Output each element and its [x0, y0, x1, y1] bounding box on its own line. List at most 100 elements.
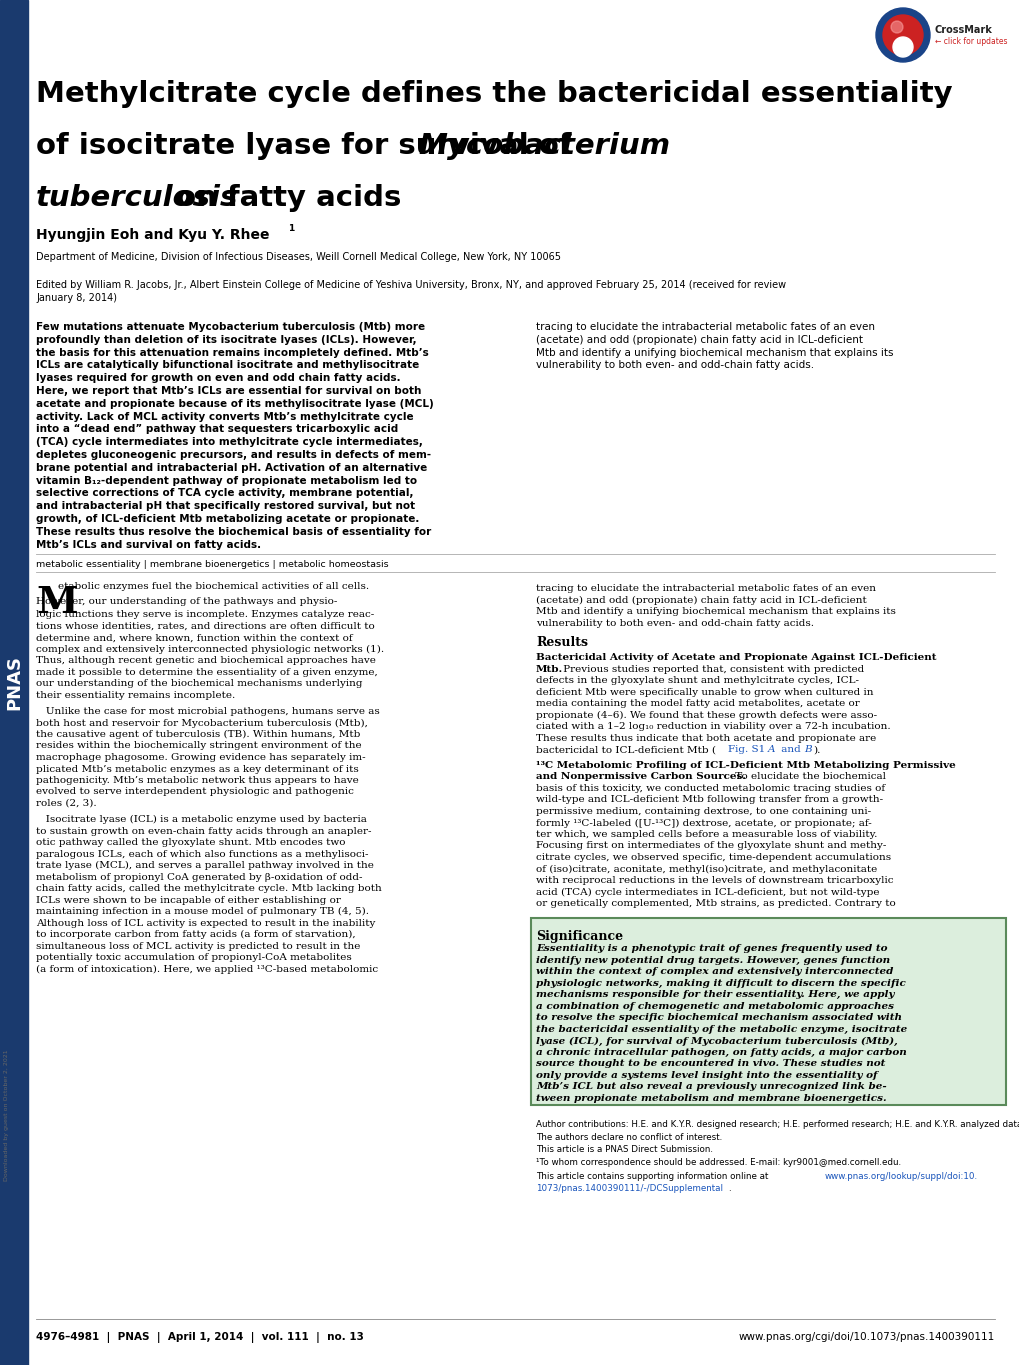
Text: vulnerability to both even- and odd-chain fatty acids.: vulnerability to both even- and odd-chai…	[535, 360, 813, 370]
Text: tuberculosis: tuberculosis	[36, 184, 238, 212]
Text: ¹To whom correspondence should be addressed. E-mail: kyr9001@med.cornell.edu.: ¹To whom correspondence should be addres…	[535, 1159, 900, 1167]
Text: Fig. S1: Fig. S1	[728, 745, 767, 755]
Text: mechanisms responsible for their essentiality. Here, we apply: mechanisms responsible for their essenti…	[535, 991, 894, 999]
Text: This article is a PNAS Direct Submission.: This article is a PNAS Direct Submission…	[535, 1145, 712, 1155]
Text: B: B	[803, 745, 811, 755]
Text: deficient Mtb were specifically unable to grow when cultured in: deficient Mtb were specifically unable t…	[535, 688, 872, 698]
Text: Methylcitrate cycle defines the bactericidal essentiality: Methylcitrate cycle defines the bacteric…	[36, 81, 952, 108]
Text: metabolic essentiality | membrane bioenergetics | metabolic homeostasis: metabolic essentiality | membrane bioene…	[36, 561, 388, 569]
Text: lyase (ICL), for survival of Mycobacterium tuberculosis (Mtb),: lyase (ICL), for survival of Mycobacteri…	[535, 1036, 897, 1046]
Text: chain fatty acids, called the methylcitrate cycle. Mtb lacking both: chain fatty acids, called the methylcitr…	[36, 885, 381, 893]
Text: potentially toxic accumulation of propionyl-CoA metabolites: potentially toxic accumulation of propio…	[36, 953, 352, 962]
Circle shape	[882, 15, 922, 55]
Text: Mtb’s ICLs and survival on fatty acids.: Mtb’s ICLs and survival on fatty acids.	[36, 539, 261, 550]
Text: selective corrections of TCA cycle activity, membrane potential,: selective corrections of TCA cycle activ…	[36, 489, 413, 498]
Text: otic pathway called the glyoxylate shunt. Mtb encodes two: otic pathway called the glyoxylate shunt…	[36, 838, 345, 848]
Text: Author contributions: H.E. and K.Y.R. designed research; H.E. performed research: Author contributions: H.E. and K.Y.R. de…	[535, 1121, 1019, 1129]
Circle shape	[892, 37, 912, 57]
Text: Bactericidal Activity of Acetate and Propionate Against ICL-Deficient: Bactericidal Activity of Acetate and Pro…	[535, 654, 935, 662]
Text: However, our understanding of the pathways and physio-: However, our understanding of the pathwa…	[36, 598, 337, 606]
Text: ¹³C Metabolomic Profiling of ICL-Deficient Mtb Metabolizing Permissive: ¹³C Metabolomic Profiling of ICL-Deficie…	[535, 760, 955, 770]
Text: These results thus resolve the biochemical basis of essentiality for: These results thus resolve the biochemic…	[36, 527, 431, 536]
Text: M: M	[36, 584, 77, 621]
Text: made it possible to determine the essentiality of a given enzyme,: made it possible to determine the essent…	[36, 667, 377, 677]
Text: Mtb and identify a unifying biochemical mechanism that explains its: Mtb and identify a unifying biochemical …	[535, 607, 895, 617]
Text: Although loss of ICL activity is expected to result in the inability: Although loss of ICL activity is expecte…	[36, 919, 375, 928]
Text: activity. Lack of MCL activity converts Mtb’s methylcitrate cycle: activity. Lack of MCL activity converts …	[36, 412, 414, 422]
Text: maintaining infection in a mouse model of pulmonary TB (4, 5).: maintaining infection in a mouse model o…	[36, 908, 369, 916]
Text: tracing to elucidate the intrabacterial metabolic fates of an even: tracing to elucidate the intrabacterial …	[535, 322, 874, 332]
Text: source thought to be encountered in vivo. These studies not: source thought to be encountered in vivo…	[535, 1059, 884, 1069]
Text: Results: Results	[535, 636, 587, 650]
Text: tracing to elucidate the intrabacterial metabolic fates of an even: tracing to elucidate the intrabacterial …	[535, 584, 875, 594]
Text: .: .	[728, 1185, 730, 1193]
Text: A: A	[767, 745, 774, 755]
Text: acetate and propionate because of its methylisocitrate lyase (MCL): acetate and propionate because of its me…	[36, 399, 433, 408]
Text: paralogous ICLs, each of which also functions as a methylisoci-: paralogous ICLs, each of which also func…	[36, 849, 368, 859]
Text: 1: 1	[287, 224, 293, 233]
Text: Unlike the case for most microbial pathogens, humans serve as: Unlike the case for most microbial patho…	[36, 707, 379, 717]
Text: simultaneous loss of MCL activity is predicted to result in the: simultaneous loss of MCL activity is pre…	[36, 942, 360, 950]
Text: Mtb.: Mtb.	[535, 665, 562, 674]
Text: the bactericidal essentiality of the metabolic enzyme, isocitrate: the bactericidal essentiality of the met…	[535, 1025, 906, 1033]
Text: evolved to serve interdependent physiologic and pathogenic: evolved to serve interdependent physiolo…	[36, 788, 354, 797]
Text: CrossMark: CrossMark	[934, 25, 991, 35]
Text: permissive medium, containing dextrose, to one containing uni-: permissive medium, containing dextrose, …	[535, 807, 870, 816]
Text: 4976–4981  |  PNAS  |  April 1, 2014  |  vol. 111  |  no. 13: 4976–4981 | PNAS | April 1, 2014 | vol. …	[36, 1332, 364, 1343]
Text: ← click for updates: ← click for updates	[934, 37, 1007, 46]
Text: profoundly than deletion of its isocitrate lyases (ICLs). However,: profoundly than deletion of its isocitra…	[36, 334, 416, 345]
Text: roles (2, 3).: roles (2, 3).	[36, 799, 97, 808]
Text: tions whose identities, rates, and directions are often difficult to: tions whose identities, rates, and direc…	[36, 622, 374, 631]
Text: lyases required for growth on even and odd chain fatty acids.: lyases required for growth on even and o…	[36, 373, 400, 384]
Text: into a “dead end” pathway that sequesters tricarboxylic acid: into a “dead end” pathway that sequester…	[36, 425, 397, 434]
Text: macrophage phagosome. Growing evidence has separately im-: macrophage phagosome. Growing evidence h…	[36, 753, 365, 762]
Text: www.pnas.org/lookup/suppl/doi:10.: www.pnas.org/lookup/suppl/doi:10.	[824, 1173, 977, 1181]
Text: bactericidal to ICL-deficient Mtb (: bactericidal to ICL-deficient Mtb (	[535, 745, 715, 755]
Text: vulnerability to both even- and odd-chain fatty acids.: vulnerability to both even- and odd-chai…	[535, 618, 813, 628]
Text: with reciprocal reductions in the levels of downstream tricarboxylic: with reciprocal reductions in the levels…	[535, 876, 893, 885]
Text: January 8, 2014): January 8, 2014)	[36, 293, 117, 303]
Text: Focusing first on intermediates of the glyoxylate shunt and methy-: Focusing first on intermediates of the g…	[535, 841, 886, 850]
Text: and: and	[777, 745, 803, 755]
Text: trate lyase (MCL), and serves a parallel pathway involved in the: trate lyase (MCL), and serves a parallel…	[36, 861, 374, 871]
Text: Essentiality is a phenotypic trait of genes frequently used to: Essentiality is a phenotypic trait of ge…	[535, 945, 887, 953]
Text: and Nonpermissive Carbon Sources.: and Nonpermissive Carbon Sources.	[535, 773, 745, 781]
Text: on fatty acids: on fatty acids	[166, 184, 401, 212]
Text: propionate (4–6). We found that these growth defects were asso-: propionate (4–6). We found that these gr…	[535, 711, 876, 719]
Text: only provide a systems level insight into the essentiality of: only provide a systems level insight int…	[535, 1072, 876, 1080]
Text: a chronic intracellular pathogen, on fatty acids, a major carbon: a chronic intracellular pathogen, on fat…	[535, 1048, 906, 1057]
Text: ).: ).	[812, 745, 819, 755]
Text: Edited by William R. Jacobs, Jr., Albert Einstein College of Medicine of Yeshiva: Edited by William R. Jacobs, Jr., Albert…	[36, 280, 786, 289]
Text: resides within the biochemically stringent environment of the: resides within the biochemically stringe…	[36, 741, 362, 751]
Text: 1073/pnas.1400390111/-/DCSupplemental: 1073/pnas.1400390111/-/DCSupplemental	[535, 1185, 722, 1193]
Text: basis of this toxicity, we conducted metabolomic tracing studies of: basis of this toxicity, we conducted met…	[535, 784, 884, 793]
Text: www.pnas.org/cgi/doi/10.1073/pnas.1400390111: www.pnas.org/cgi/doi/10.1073/pnas.140039…	[738, 1332, 994, 1342]
Text: their essentiality remains incomplete.: their essentiality remains incomplete.	[36, 691, 235, 700]
Text: (a form of intoxication). Here, we applied ¹³C-based metabolomic: (a form of intoxication). Here, we appli…	[36, 965, 378, 973]
Circle shape	[891, 20, 902, 33]
FancyBboxPatch shape	[531, 919, 1005, 1106]
Text: ter which, we sampled cells before a measurable loss of viability.: ter which, we sampled cells before a mea…	[535, 830, 876, 839]
Text: Department of Medicine, Division of Infectious Diseases, Weill Cornell Medical C: Department of Medicine, Division of Infe…	[36, 253, 560, 262]
Text: etabolic enzymes fuel the biochemical activities of all cells.: etabolic enzymes fuel the biochemical ac…	[58, 583, 369, 591]
Text: citrate cycles, we observed specific, time-dependent accumulations: citrate cycles, we observed specific, ti…	[535, 853, 891, 861]
Text: Thus, although recent genetic and biochemical approaches have: Thus, although recent genetic and bioche…	[36, 657, 376, 665]
Text: Mycobacterium: Mycobacterium	[418, 132, 669, 160]
Text: plicated Mtb’s metabolic enzymes as a key determinant of its: plicated Mtb’s metabolic enzymes as a ke…	[36, 764, 359, 774]
Text: determine and, where known, function within the context of: determine and, where known, function wit…	[36, 633, 353, 643]
Text: media containing the model fatty acid metabolites, acetate or: media containing the model fatty acid me…	[535, 699, 859, 708]
Text: The authors declare no conflict of interest.: The authors declare no conflict of inter…	[535, 1133, 721, 1143]
Text: our understanding of the biochemical mechanisms underlying: our understanding of the biochemical mec…	[36, 680, 362, 688]
Text: acid (TCA) cycle intermediates in ICL-deficient, but not wild-type: acid (TCA) cycle intermediates in ICL-de…	[535, 887, 878, 897]
Text: formly ¹³C-labeled ([U-¹³C]) dextrose, acetate, or propionate; af-: formly ¹³C-labeled ([U-¹³C]) dextrose, a…	[535, 819, 871, 827]
Text: the causative agent of tuberculosis (TB). Within humans, Mtb: the causative agent of tuberculosis (TB)…	[36, 730, 360, 738]
Text: ciated with a 1–2 log₁₀ reduction in viability over a 72-h incubation.: ciated with a 1–2 log₁₀ reduction in via…	[535, 722, 890, 732]
Text: Previous studies reported that, consistent with predicted: Previous studies reported that, consiste…	[559, 665, 863, 674]
Text: Mtb and identify a unifying biochemical mechanism that explains its: Mtb and identify a unifying biochemical …	[535, 348, 893, 358]
Text: the basis for this attenuation remains incompletely defined. Mtb’s: the basis for this attenuation remains i…	[36, 348, 428, 358]
Text: (acetate) and odd (propionate) chain fatty acid in ICL-deficient: (acetate) and odd (propionate) chain fat…	[535, 597, 866, 605]
Text: These results thus indicate that both acetate and propionate are: These results thus indicate that both ac…	[535, 734, 875, 743]
Text: within the context of complex and extensively interconnected: within the context of complex and extens…	[535, 968, 893, 976]
Text: vitamin B₁₂-dependent pathway of propionate metabolism led to: vitamin B₁₂-dependent pathway of propion…	[36, 475, 417, 486]
Text: and intrabacterial pH that specifically restored survival, but not: and intrabacterial pH that specifically …	[36, 501, 415, 512]
